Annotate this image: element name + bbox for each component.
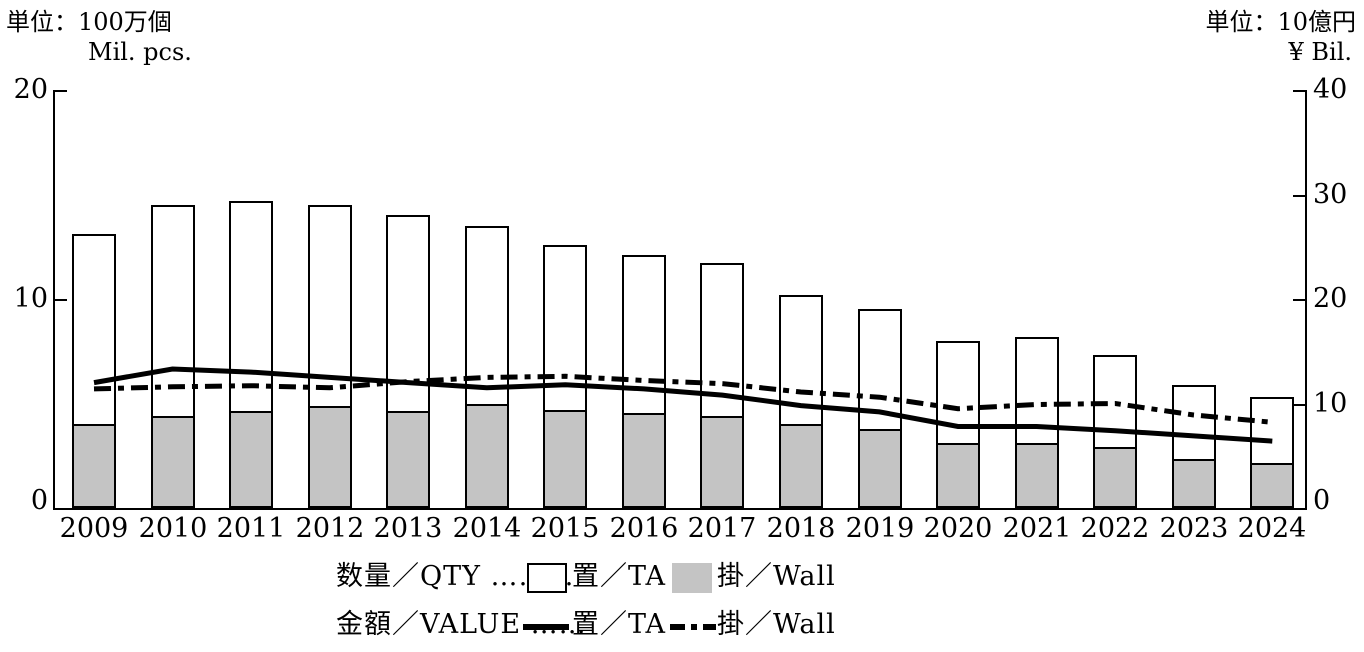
x-axis-label: 2011 — [216, 513, 286, 544]
left-axis-tick — [55, 90, 67, 92]
bar-wall-segment — [1174, 459, 1214, 506]
bar-wall-segment — [1095, 447, 1135, 506]
legend-qty-ta-swatch-icon — [527, 563, 567, 593]
x-axis-label: 2019 — [845, 513, 915, 544]
x-axis-label: 2014 — [452, 513, 522, 544]
right-axis-unit-en: ¥ Bil. — [1288, 38, 1352, 66]
left-axis-line — [53, 90, 55, 510]
bar-wall-segment — [1252, 463, 1292, 506]
bar-2020 — [936, 341, 980, 508]
bar-wall-segment — [74, 424, 114, 506]
bar-2013 — [386, 215, 430, 508]
bar-wall-segment — [1017, 443, 1057, 506]
legend-qty-wall-label: 掛／Wall — [717, 561, 836, 592]
bar-2009 — [72, 234, 116, 508]
bar-2021 — [1015, 337, 1059, 508]
x-axis-label: 2010 — [138, 513, 208, 544]
left-axis-unit-en: Mil. pcs. — [88, 38, 192, 66]
x-axis-label: 2016 — [609, 513, 679, 544]
bar-2023 — [1172, 385, 1216, 508]
x-axis-label: 2017 — [687, 513, 757, 544]
x-axis-label: 2009 — [59, 513, 129, 544]
left-axis-tick — [55, 299, 67, 301]
x-axis-label: 2022 — [1080, 513, 1150, 544]
bar-2019 — [858, 309, 902, 508]
bar-wall-segment — [388, 411, 428, 506]
bar-2017 — [700, 263, 744, 508]
right-axis-tick — [1293, 299, 1305, 301]
bar-wall-segment — [467, 404, 507, 506]
right-axis-line — [1305, 90, 1307, 510]
bar-2010 — [151, 205, 195, 508]
x-axis-label: 2024 — [1237, 513, 1307, 544]
bar-wall-segment — [153, 416, 193, 506]
bar-2024 — [1250, 397, 1294, 508]
bar-2022 — [1093, 355, 1137, 508]
bar-wall-segment — [231, 411, 271, 506]
left-axis-tick-label: 0 — [30, 485, 48, 516]
bar-wall-segment — [860, 429, 900, 506]
x-axis-label: 2023 — [1159, 513, 1229, 544]
legend-value-wall-label: 掛／Wall — [717, 609, 836, 640]
bar-2012 — [308, 205, 352, 508]
right-axis-tick-label: 30 — [1313, 179, 1348, 210]
bar-2014 — [465, 226, 509, 508]
x-axis-label: 2020 — [923, 513, 993, 544]
right-axis-tick-label: 0 — [1313, 485, 1331, 516]
legend-qty-ta-label: 置／TA — [572, 561, 667, 592]
right-axis-tick-label: 10 — [1313, 388, 1348, 419]
right-axis-tick-label: 40 — [1313, 74, 1348, 105]
legend-value-ta-label: 置／TA — [572, 609, 667, 640]
bar-2018 — [779, 295, 823, 508]
legend-value-wall-line-icon — [670, 624, 716, 630]
bar-wall-segment — [310, 406, 350, 506]
left-axis-tick-label: 20 — [13, 74, 48, 105]
bar-wall-segment — [938, 443, 978, 506]
x-axis-label: 2015 — [530, 513, 600, 544]
x-axis-label: 2021 — [1002, 513, 1072, 544]
left-axis-unit-jp: 単位：100万個 — [6, 8, 172, 36]
x-axis-label: 2013 — [373, 513, 443, 544]
bar-wall-segment — [545, 410, 585, 506]
right-axis-tick — [1293, 90, 1305, 92]
plot-area — [55, 90, 1305, 508]
x-axis-label: 2018 — [766, 513, 836, 544]
bar-2011 — [229, 201, 273, 508]
right-axis-tick — [1293, 404, 1305, 406]
legend-qty-wall-swatch-icon — [672, 563, 712, 593]
bar-2016 — [622, 255, 666, 508]
right-axis-tick-label: 20 — [1313, 283, 1348, 314]
bar-wall-segment — [702, 416, 742, 506]
x-axis-line — [53, 508, 1307, 510]
bar-wall-segment — [781, 424, 821, 506]
legend-value-ta-line-icon — [523, 624, 569, 630]
left-axis-tick-label: 10 — [13, 283, 48, 314]
bar-2015 — [543, 245, 587, 508]
x-axis-label: 2012 — [295, 513, 365, 544]
bar-wall-segment — [624, 413, 664, 506]
right-axis-unit-jp: 単位：10億円 — [1205, 8, 1356, 36]
right-axis-tick — [1293, 195, 1305, 197]
